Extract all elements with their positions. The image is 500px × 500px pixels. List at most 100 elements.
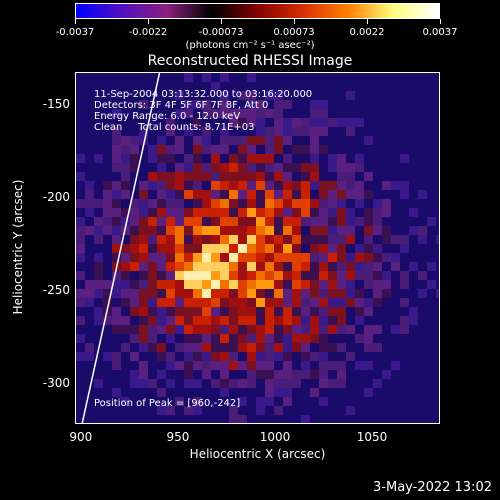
heatmap-cell: [103, 91, 112, 100]
heatmap-cell: [229, 190, 238, 199]
heatmap-cell: [355, 406, 364, 415]
heatmap-image: [76, 73, 439, 423]
heatmap-cell: [382, 91, 391, 100]
heatmap-cell: [418, 217, 427, 226]
heatmap-cell: [193, 145, 202, 154]
heatmap-cell: [427, 307, 436, 316]
heatmap-cell: [328, 163, 337, 172]
heatmap-cell: [337, 163, 346, 172]
heatmap-cell: [211, 82, 220, 91]
heatmap-cell: [391, 100, 400, 109]
colorbar-tick: [221, 19, 222, 24]
heatmap-cell: [85, 415, 94, 423]
heatmap-cell: [292, 334, 301, 343]
heatmap-cell: [148, 91, 157, 100]
heatmap-cell: [310, 118, 319, 127]
heatmap-cell: [346, 388, 355, 397]
heatmap-cell: [157, 307, 166, 316]
heatmap-cell: [256, 73, 265, 82]
heatmap-cell: [121, 208, 130, 217]
heatmap-cell: [247, 343, 256, 352]
heatmap-cell: [427, 145, 436, 154]
heatmap-cell: [94, 226, 103, 235]
heatmap-cell: [265, 406, 274, 415]
heatmap-cell: [229, 271, 238, 280]
heatmap-cell: [436, 415, 439, 423]
colorbar-tick: [148, 19, 149, 24]
heatmap-cell: [346, 280, 355, 289]
heatmap-cell: [274, 100, 283, 109]
heatmap-cell: [121, 199, 130, 208]
heatmap-cell: [247, 361, 256, 370]
heatmap-cell: [103, 334, 112, 343]
heatmap-cell: [121, 136, 130, 145]
heatmap-cell: [202, 181, 211, 190]
heatmap-cell: [76, 136, 85, 145]
heatmap-cell: [256, 298, 265, 307]
heatmap-cell: [94, 181, 103, 190]
heatmap-cell: [274, 361, 283, 370]
heatmap-cell: [85, 217, 94, 226]
heatmap-cell: [148, 217, 157, 226]
heatmap-cell: [346, 226, 355, 235]
heatmap-cell: [364, 262, 373, 271]
heatmap-cell: [283, 307, 292, 316]
heatmap-cell: [310, 190, 319, 199]
heatmap-cell: [211, 397, 220, 406]
heatmap-cell: [85, 289, 94, 298]
heatmap-cell: [238, 73, 247, 82]
heatmap-cell: [148, 190, 157, 199]
heatmap-cell: [382, 253, 391, 262]
heatmap-cell: [148, 289, 157, 298]
heatmap-cell: [346, 325, 355, 334]
heatmap-cell: [265, 298, 274, 307]
heatmap-cell: [337, 343, 346, 352]
heatmap-cell: [400, 253, 409, 262]
heatmap-cell: [121, 181, 130, 190]
heatmap-cell: [166, 361, 175, 370]
heatmap-cell: [292, 190, 301, 199]
heatmap-cell: [130, 127, 139, 136]
heatmap-cell: [157, 316, 166, 325]
heatmap-cell: [76, 316, 85, 325]
heatmap-cell: [139, 217, 148, 226]
heatmap-cell: [382, 334, 391, 343]
heatmap-cell: [175, 379, 184, 388]
heatmap-cell: [418, 199, 427, 208]
heatmap-cell: [355, 289, 364, 298]
heatmap-cell: [193, 100, 202, 109]
heatmap-cell: [229, 406, 238, 415]
heatmap-cell: [355, 316, 364, 325]
heatmap-cell: [193, 397, 202, 406]
heatmap-cell: [292, 415, 301, 423]
heatmap-cell: [184, 127, 193, 136]
heatmap-cell: [247, 91, 256, 100]
heatmap-cell: [148, 172, 157, 181]
heatmap-cell: [337, 361, 346, 370]
plot-title: Reconstructed RHESSI Image: [147, 53, 353, 69]
heatmap-cell: [409, 415, 418, 423]
heatmap-cell: [238, 280, 247, 289]
heatmap-cell: [220, 226, 229, 235]
heatmap-cell: [319, 415, 328, 423]
heatmap-cell: [148, 280, 157, 289]
heatmap-cell: [391, 271, 400, 280]
heatmap-cell: [229, 208, 238, 217]
heatmap-cell: [292, 235, 301, 244]
heatmap-cell: [310, 388, 319, 397]
heatmap-cell: [391, 91, 400, 100]
heatmap-cell: [427, 181, 436, 190]
heatmap-cell: [292, 181, 301, 190]
heatmap-cell: [103, 82, 112, 91]
heatmap-cell: [112, 235, 121, 244]
heatmap-cell: [85, 316, 94, 325]
heatmap-cell: [121, 154, 130, 163]
heatmap-cell: [148, 397, 157, 406]
heatmap-cell: [103, 154, 112, 163]
heatmap-cell: [391, 415, 400, 423]
heatmap-cell: [400, 127, 409, 136]
heatmap-cell: [292, 271, 301, 280]
heatmap-cell: [301, 217, 310, 226]
heatmap-cell: [265, 172, 274, 181]
heatmap-cell: [364, 217, 373, 226]
